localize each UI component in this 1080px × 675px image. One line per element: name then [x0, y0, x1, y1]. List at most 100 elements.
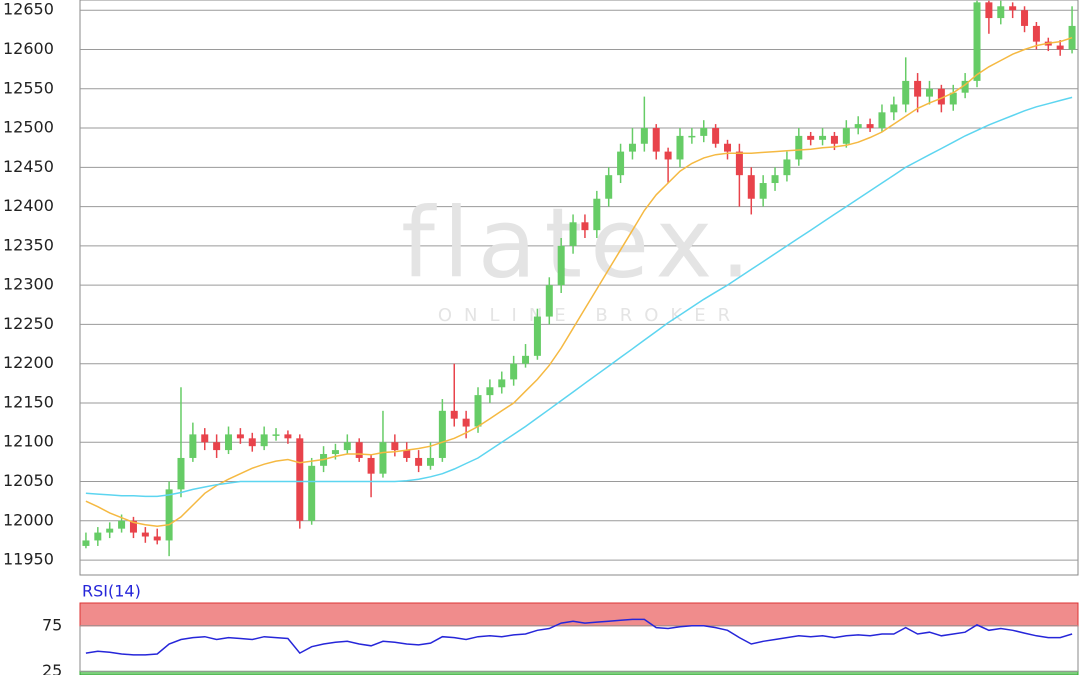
candle-body	[225, 434, 233, 451]
candle-body	[510, 363, 518, 380]
candle-body	[652, 128, 660, 152]
y-tick-label: 12100	[3, 432, 54, 451]
candle-body	[807, 135, 815, 140]
candle-body	[82, 540, 90, 546]
candle-body	[391, 442, 399, 451]
y-tick-label: 12250	[3, 314, 54, 333]
candle-body	[997, 6, 1005, 19]
candle-body	[949, 92, 957, 105]
candle-body	[118, 520, 126, 529]
candle-body	[177, 457, 185, 490]
watermark-brand: flatex.	[401, 187, 759, 299]
y-tick-label: 12200	[3, 353, 54, 372]
candle-body	[819, 135, 827, 140]
candle-body	[914, 80, 922, 97]
candle-body	[581, 222, 589, 231]
candle-body	[700, 128, 708, 136]
candle-body	[759, 183, 767, 199]
candle-body	[343, 442, 351, 451]
candle-body	[296, 438, 304, 521]
y-tick-label: 12400	[3, 196, 54, 215]
candle-body	[106, 528, 114, 533]
candle-body	[676, 135, 684, 160]
candle-body	[450, 410, 458, 419]
y-tick-label: 11950	[3, 550, 54, 569]
y-tick-label: 12300	[3, 275, 54, 294]
candle-body	[284, 434, 292, 439]
candle-body	[878, 112, 886, 129]
line-series	[85, 36, 1073, 528]
candle-body	[438, 410, 446, 458]
candle-body	[153, 536, 161, 541]
candle-body	[605, 175, 613, 199]
candle-body	[213, 442, 221, 451]
candle-body	[1032, 25, 1040, 42]
y-tick-label: 12350	[3, 235, 54, 254]
candle-body	[628, 143, 636, 152]
candle-body	[937, 88, 945, 105]
candle-body	[617, 151, 625, 176]
candle-body	[569, 222, 577, 246]
candle-body	[1009, 6, 1017, 11]
candle-body	[367, 457, 375, 474]
candle-body	[830, 135, 838, 144]
candle-body	[426, 457, 434, 466]
candle-body	[973, 2, 981, 81]
candle-body	[961, 80, 969, 93]
candle-body	[486, 387, 494, 396]
candle-body	[545, 285, 553, 317]
watermark-tagline: ONLINE BROKER	[438, 305, 742, 326]
candle-body	[248, 438, 256, 447]
candle-body	[129, 520, 137, 533]
candle-body	[854, 124, 862, 129]
y-tick-label: 12150	[3, 392, 54, 411]
candle-body	[640, 128, 648, 144]
candle-body	[236, 434, 244, 439]
candle-body	[842, 128, 850, 144]
candle-body	[379, 442, 387, 474]
panel-title: RSI(14)	[82, 582, 141, 601]
y-tick-label: 12050	[3, 471, 54, 490]
candle-body	[522, 355, 530, 364]
candle-body	[189, 434, 197, 458]
candle-body	[533, 316, 541, 356]
candle-body	[724, 143, 732, 152]
candle-body	[94, 532, 102, 541]
candle-body	[415, 457, 423, 466]
candle-body	[890, 104, 898, 113]
oversold-band	[79, 670, 1079, 675]
candle-body	[688, 135, 696, 138]
candle-body	[795, 135, 803, 160]
candle-body	[866, 124, 874, 129]
y-tick-label: 12600	[3, 39, 54, 58]
candle-body	[462, 418, 470, 427]
candle-body	[712, 128, 720, 144]
plot-area	[79, 0, 1079, 576]
y-tick-label: 12500	[3, 118, 54, 137]
candle-body	[331, 450, 339, 455]
candle-body	[474, 395, 482, 427]
y-tick-label: 12450	[3, 157, 54, 176]
y-tick-label: 12550	[3, 78, 54, 97]
candle-body	[498, 379, 506, 388]
line-series	[85, 96, 1073, 498]
candle-body	[403, 450, 411, 458]
candle-body	[1021, 10, 1029, 26]
y-tick-label: 25	[42, 661, 62, 675]
y-tick-label: 75	[42, 615, 62, 634]
candle-body	[557, 245, 565, 286]
candle-body	[272, 434, 280, 436]
line-series	[85, 618, 1073, 656]
candle-body	[593, 198, 601, 231]
candle-body	[735, 151, 743, 176]
candle-body	[165, 489, 173, 541]
candle-body	[141, 532, 149, 537]
candle-body	[771, 175, 779, 184]
candle-body	[902, 80, 910, 105]
y-tick-label: 12000	[3, 510, 54, 529]
candle-body	[783, 159, 791, 176]
candle-body	[747, 175, 755, 199]
y-tick-label: 12650	[3, 0, 54, 19]
candle-body	[985, 2, 993, 19]
